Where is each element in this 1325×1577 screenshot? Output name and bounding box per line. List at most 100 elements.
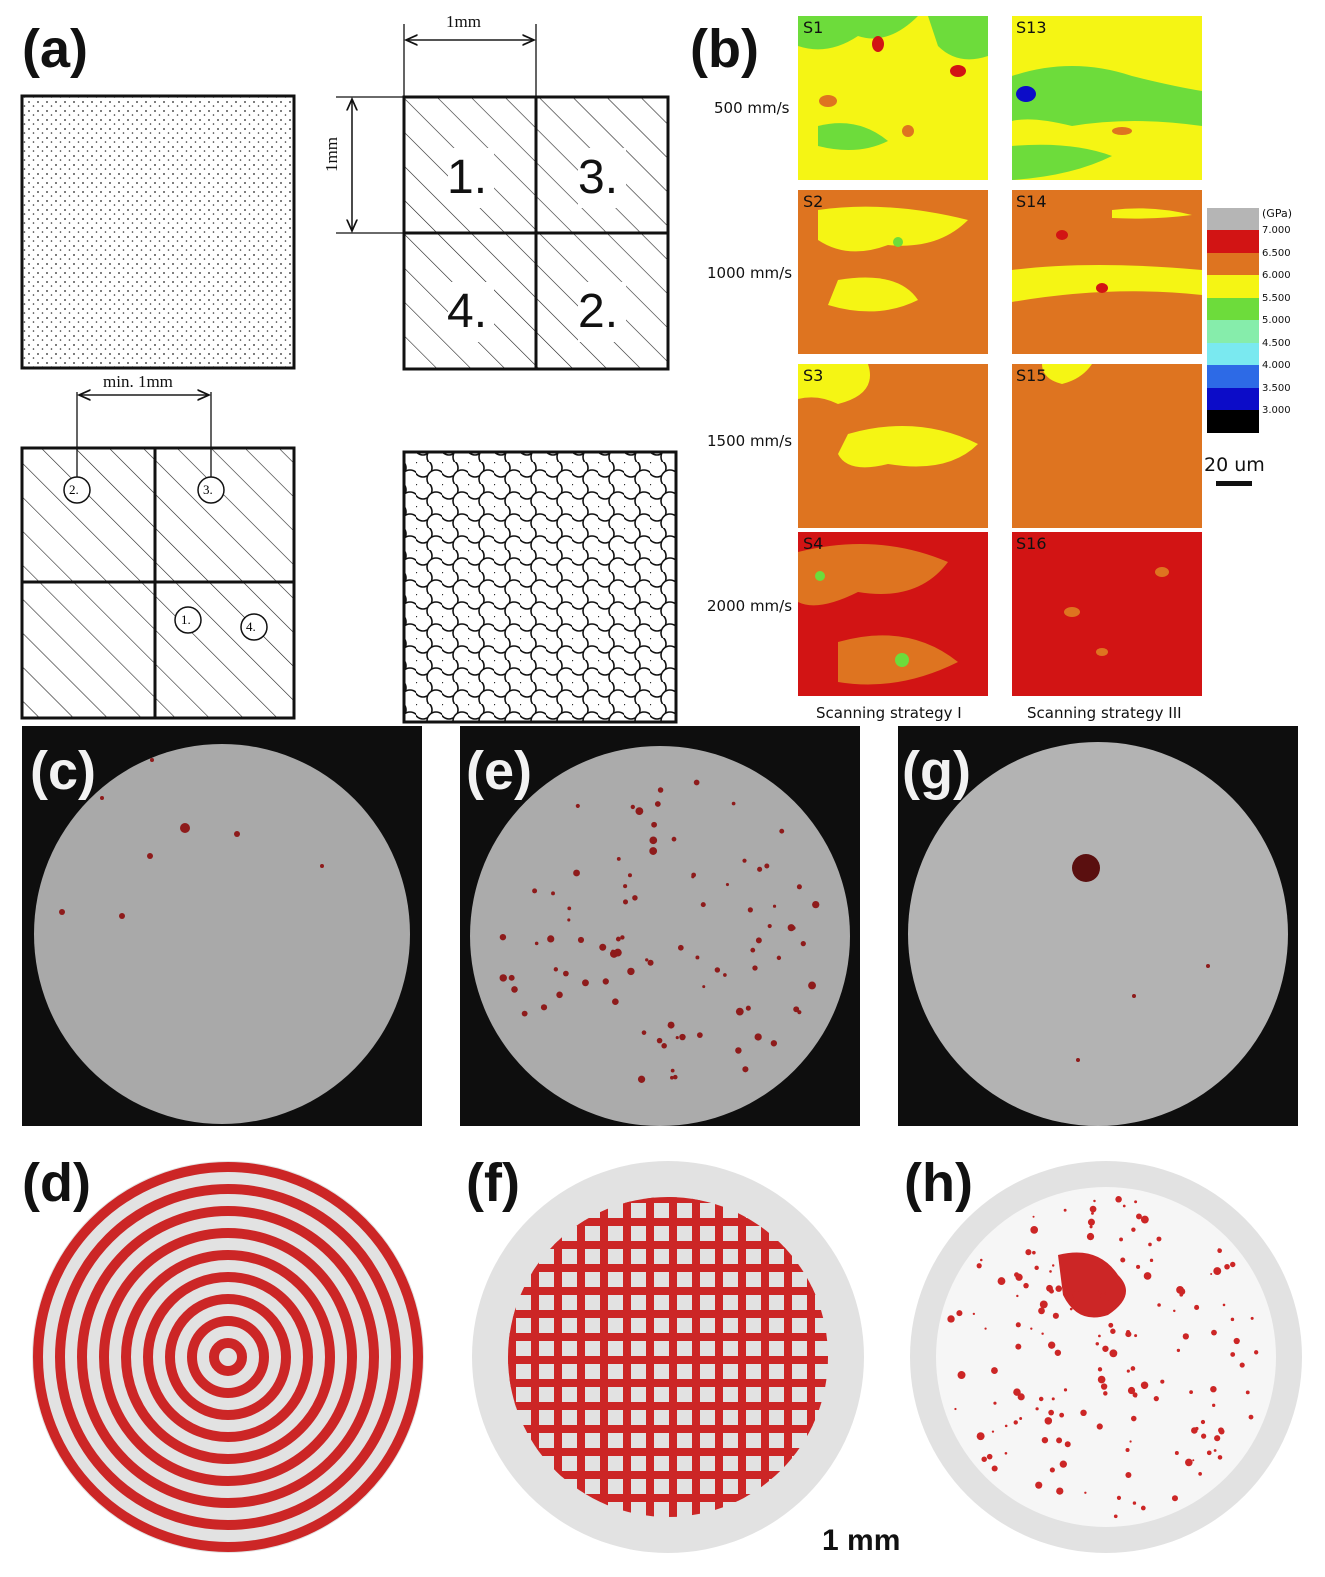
- pore: [1004, 1424, 1008, 1428]
- pore: [1100, 1383, 1108, 1390]
- pore: [1201, 1433, 1207, 1439]
- pore: [1072, 1290, 1080, 1299]
- pore: [981, 1456, 987, 1462]
- pore: [1103, 1391, 1108, 1396]
- map-tag-s13: S13: [1016, 18, 1047, 37]
- pore: [767, 923, 772, 929]
- pore: [1013, 1388, 1021, 1396]
- pore: [972, 1312, 976, 1316]
- pore: [551, 891, 555, 896]
- pore: [1211, 1329, 1217, 1336]
- pore: [693, 779, 700, 786]
- pore: [1025, 1249, 1032, 1256]
- pore: [1056, 1437, 1063, 1444]
- pore: [735, 1047, 742, 1054]
- pore-render-d: [32, 1161, 424, 1553]
- pore: [956, 1310, 963, 1317]
- pore: [770, 1040, 778, 1047]
- pore: [547, 935, 555, 943]
- pore: [1198, 1472, 1202, 1476]
- pore: [731, 801, 736, 806]
- pore: [1140, 1381, 1149, 1390]
- panel-g-label: (g): [902, 741, 971, 801]
- pore: [1136, 1213, 1142, 1220]
- pore: [1217, 1248, 1221, 1251]
- pore: [1133, 1394, 1138, 1398]
- colorbar-swatch: [1207, 365, 1259, 388]
- pore: [714, 967, 721, 973]
- pore: [567, 906, 572, 911]
- panel-c-label: (c): [30, 741, 96, 801]
- pore: [1120, 1257, 1126, 1263]
- pore: [1019, 1417, 1023, 1420]
- pore: [1222, 1303, 1226, 1307]
- pore: [1130, 1415, 1137, 1422]
- map-tag-s3: S3: [803, 366, 824, 385]
- modulus-maps: [798, 16, 1202, 696]
- colorbar-swatch: [1207, 410, 1259, 433]
- pore: [1102, 1345, 1109, 1352]
- pore: [1086, 1232, 1095, 1241]
- pore-line: [508, 1494, 828, 1502]
- pore-ring: [143, 1272, 313, 1442]
- pore: [1239, 1362, 1245, 1368]
- pore-line: [508, 1402, 828, 1410]
- pore: [984, 1327, 987, 1330]
- pore: [1129, 1440, 1132, 1443]
- pore: [1089, 1225, 1093, 1229]
- pore: [752, 965, 758, 971]
- pore: [991, 1367, 998, 1374]
- pore: [976, 1432, 985, 1441]
- pore: [1119, 1237, 1123, 1242]
- pore-ring: [33, 1162, 423, 1552]
- pore: [991, 1465, 998, 1472]
- pore: [755, 937, 762, 944]
- pore: [1087, 1218, 1095, 1226]
- pore: [1200, 1419, 1206, 1425]
- pore: [772, 904, 777, 908]
- pore: [1108, 1298, 1111, 1302]
- pore: [1059, 1460, 1067, 1468]
- pore: [651, 821, 657, 828]
- pore: [1125, 1447, 1130, 1453]
- pore: [1041, 1332, 1044, 1335]
- colorbar-swatch: [1207, 342, 1259, 365]
- colorbar: [1207, 208, 1259, 433]
- pore: [976, 1263, 982, 1269]
- pore: [649, 836, 658, 845]
- colorbar-tick: 4.000: [1262, 360, 1291, 371]
- pore: [1032, 1215, 1035, 1218]
- pore: [1015, 1273, 1023, 1281]
- pore-line: [508, 1241, 828, 1249]
- pore: [1091, 1211, 1094, 1215]
- pore: [1096, 1423, 1103, 1430]
- pore: [1004, 1451, 1008, 1455]
- pore: [1084, 1491, 1087, 1494]
- pore: [993, 1401, 997, 1405]
- pore: [656, 1037, 663, 1044]
- pore-line: [508, 1310, 828, 1318]
- pore: [757, 866, 763, 872]
- pore: [1210, 1385, 1217, 1393]
- pore: [1179, 1292, 1184, 1297]
- circle-packing-square: [402, 450, 678, 724]
- pore: [1194, 1304, 1200, 1310]
- pore: [556, 991, 563, 999]
- pore: [1035, 1407, 1039, 1411]
- pore: [1080, 1409, 1087, 1417]
- spot-3-label: 3.: [203, 482, 213, 497]
- pore: [1051, 1397, 1055, 1401]
- panel-e-label: (e): [466, 741, 532, 801]
- island-square: [402, 95, 670, 371]
- pore: [797, 1010, 802, 1015]
- pore-line: [508, 1264, 828, 1272]
- pore-ring: [165, 1294, 291, 1420]
- pore: [679, 1033, 686, 1041]
- speed-label-1: 500 mm/s: [714, 99, 790, 117]
- pore: [553, 967, 558, 972]
- pore: [1131, 1227, 1136, 1232]
- pore: [1125, 1472, 1132, 1479]
- map-s14: [1012, 190, 1202, 354]
- pore-line: [508, 1218, 828, 1226]
- pore: [742, 858, 747, 863]
